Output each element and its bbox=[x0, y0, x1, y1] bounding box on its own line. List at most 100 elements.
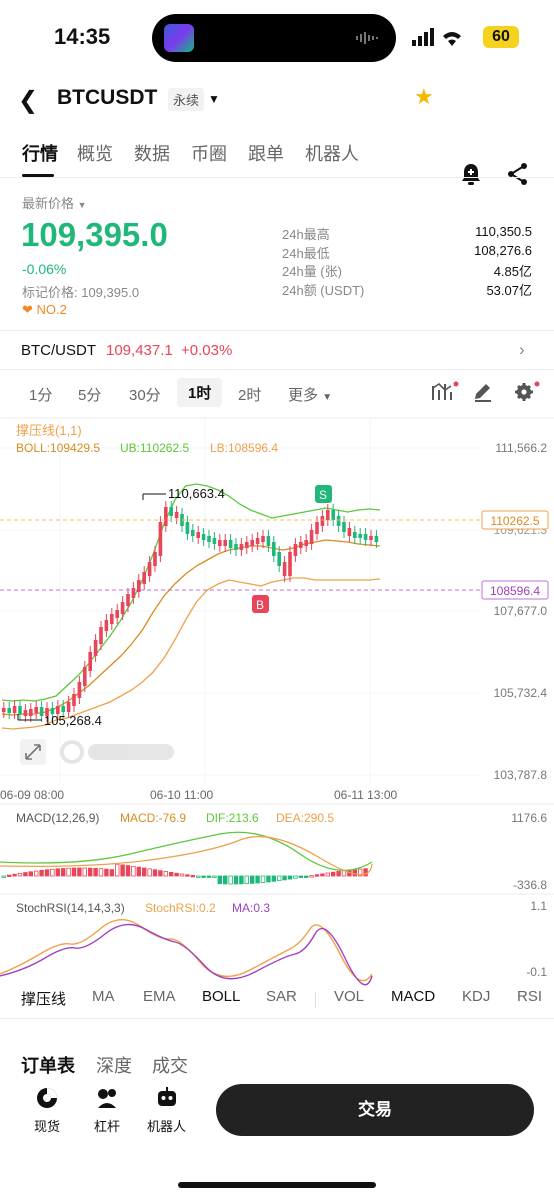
tab-trades[interactable]: 成交 bbox=[152, 1056, 188, 1076]
status-bar: 14:35 60 bbox=[0, 0, 554, 76]
pair-dropdown-icon[interactable]: ▼ bbox=[208, 92, 220, 106]
chart-settings-gear-icon[interactable] bbox=[513, 380, 541, 402]
pair-title[interactable]: BTCUSDT bbox=[57, 86, 158, 109]
tab-coin-circle[interactable]: 币圈 bbox=[191, 144, 227, 164]
macd-bottom: -336.8 bbox=[513, 878, 547, 892]
pair-header: ❮ BTCUSDT 永续 ▼ ★ bbox=[0, 76, 554, 185]
boll-value: BOLL:109429.5 bbox=[16, 441, 100, 455]
interval-2h[interactable]: 2时 bbox=[238, 387, 262, 404]
status-time: 14:35 bbox=[54, 24, 111, 49]
main-tabs: 行情 概览 数据 币圈 跟单 机器人 bbox=[0, 138, 554, 178]
lever-button[interactable]: 杠杆 bbox=[94, 1086, 120, 1135]
macd-value: MACD:-76.9 bbox=[120, 811, 186, 825]
indicator-settings-icon[interactable] bbox=[431, 380, 459, 402]
robot-icon bbox=[157, 1087, 176, 1106]
stat-value: 4.85亿 bbox=[493, 264, 532, 279]
chevron-right-icon: › bbox=[519, 340, 525, 359]
stochrsi-value: StochRSI:0.2 bbox=[145, 901, 216, 915]
sell-marker bbox=[315, 485, 332, 503]
divider bbox=[0, 1018, 554, 1019]
mark-price: 标记价格: 109,395.0 bbox=[22, 285, 140, 300]
spot-price-row[interactable]: BTC/USDT 109,437.1 +0.03% › bbox=[0, 330, 554, 370]
home-indicator bbox=[178, 1182, 376, 1188]
x-tick: 06-10 11:00 bbox=[150, 788, 213, 802]
bottom-bar: 现货 杠杆 机器人 交易 bbox=[0, 1078, 554, 1200]
lb-tag bbox=[481, 580, 549, 600]
tab-market[interactable]: 行情 bbox=[22, 144, 58, 164]
star-icon[interactable]: ★ bbox=[414, 84, 434, 109]
sell-marker-text: S bbox=[319, 488, 327, 502]
robot-button[interactable]: 机器人 bbox=[147, 1086, 186, 1135]
ub-tag-text: 110262.5 bbox=[490, 514, 539, 528]
indicator-support-resistance[interactable]: 撑压线 bbox=[21, 991, 67, 1008]
y-tick: 111,566.2 bbox=[495, 441, 547, 455]
lb-value: LB:108596.4 bbox=[210, 441, 278, 455]
tab-orderbook[interactable]: 订单表 bbox=[21, 1056, 75, 1076]
spot-icon bbox=[37, 1088, 57, 1108]
stochrsi-title: StochRSI(14,14,3,3) bbox=[16, 901, 125, 915]
interval-30m[interactable]: 30分 bbox=[129, 387, 161, 404]
robot-label: 机器人 bbox=[147, 1119, 187, 1134]
y-tick: 103,787.8 bbox=[494, 768, 548, 782]
interval-more[interactable]: 更多 ▼ bbox=[288, 387, 333, 404]
indicator-ema[interactable]: EMA bbox=[143, 988, 176, 1005]
fullscreen-icon[interactable] bbox=[20, 739, 46, 765]
trade-button[interactable]: 交易 bbox=[216, 1084, 534, 1136]
x-tick: 06-11 13:00 bbox=[334, 788, 397, 802]
rank-text: NO.2 bbox=[36, 302, 67, 317]
share-icon[interactable] bbox=[507, 162, 529, 186]
stochrsi-ma-value: MA:0.3 bbox=[232, 901, 270, 915]
interval-5m[interactable]: 5分 bbox=[78, 387, 102, 404]
y-tick: 107,677.0 bbox=[494, 604, 548, 618]
signal-wifi-icon bbox=[412, 28, 461, 46]
back-arrow-icon[interactable]: ❮ bbox=[18, 87, 39, 114]
indicator-ma[interactable]: MA bbox=[92, 988, 115, 1005]
ub-value: UB:110262.5 bbox=[120, 441, 189, 455]
interval-1m[interactable]: 1分 bbox=[29, 387, 53, 404]
macd-panel bbox=[0, 831, 373, 885]
indicator-tabs: 撑压线 MA EMA BOLL SAR VOL MACD KDJ RSI bbox=[0, 986, 554, 1014]
stat-value: 110,350.5 bbox=[475, 224, 532, 239]
spot-price: 109,437.1 bbox=[106, 342, 173, 359]
lever-icon bbox=[98, 1089, 116, 1108]
watermark-logo bbox=[60, 740, 174, 764]
ub-tag bbox=[481, 510, 549, 530]
tab-depth[interactable]: 深度 bbox=[96, 1056, 132, 1076]
indicator-sar[interactable]: SAR bbox=[266, 988, 297, 1005]
interval-1h[interactable]: 1时 bbox=[177, 378, 223, 407]
battery-indicator: 60 bbox=[483, 26, 519, 48]
tab-copy-trade[interactable]: 跟单 bbox=[248, 144, 284, 164]
y-tick: 105,732.4 bbox=[494, 686, 548, 700]
last-price-label[interactable]: 最新价格 ▼ bbox=[22, 196, 87, 211]
indicator-rsi[interactable]: RSI bbox=[517, 988, 543, 1005]
divider bbox=[315, 992, 316, 1008]
audio-wave-icon bbox=[356, 32, 378, 44]
indicator-vol[interactable]: VOL bbox=[334, 988, 365, 1005]
active-tab-indicator bbox=[22, 174, 54, 177]
kline-chart[interactable]: 撑压线(1,1) BOLL:109429.5 UB:110262.5 LB:10… bbox=[0, 414, 554, 990]
stochrsi-panel bbox=[0, 919, 373, 986]
tab-overview[interactable]: 概览 bbox=[77, 144, 113, 164]
tab-data[interactable]: 数据 bbox=[134, 144, 170, 164]
x-tick: 06-09 08:00 bbox=[0, 788, 64, 802]
high-label: 110,663.4 bbox=[168, 486, 225, 501]
stat-label: 24h量 (张) bbox=[282, 264, 342, 279]
indicator-macd[interactable]: MACD bbox=[391, 988, 436, 1005]
chart-grid bbox=[0, 418, 480, 784]
stat-value: 108,276.6 bbox=[474, 243, 532, 258]
tab-robot[interactable]: 机器人 bbox=[305, 144, 359, 164]
spot-label: 现货 bbox=[34, 1119, 61, 1134]
indicator-boll[interactable]: BOLL bbox=[202, 988, 241, 1005]
draw-pen-icon[interactable] bbox=[472, 381, 494, 403]
rsi-top: 1.1 bbox=[530, 899, 547, 913]
overlay-name: 撑压线(1,1) bbox=[16, 423, 82, 438]
macd-top: 1176.6 bbox=[511, 811, 547, 825]
price-change: -0.06% bbox=[22, 261, 67, 277]
spot-change: +0.03% bbox=[181, 342, 233, 359]
spot-button[interactable]: 现货 bbox=[34, 1086, 60, 1135]
low-label: 105,268.4 bbox=[44, 713, 102, 728]
indicator-kdj[interactable]: KDJ bbox=[462, 988, 491, 1005]
alert-bell-icon[interactable] bbox=[460, 162, 482, 186]
stat-label: 24h额 (USDT) bbox=[282, 283, 365, 298]
dea-value: DEA:290.5 bbox=[276, 811, 334, 825]
